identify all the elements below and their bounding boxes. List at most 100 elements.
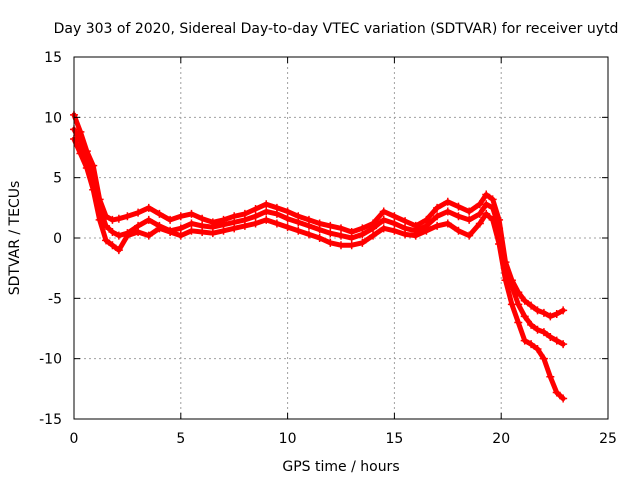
data-point: [102, 236, 111, 245]
x-tick-label: 5: [176, 431, 185, 447]
data-point: [443, 197, 452, 206]
data-point: [262, 207, 271, 216]
data-point: [326, 221, 335, 230]
data-point: [272, 219, 281, 228]
data-point: [539, 354, 548, 363]
data-point: [240, 221, 249, 230]
data-point: [390, 226, 399, 235]
data-point: [187, 219, 196, 228]
x-tick-label: 0: [70, 431, 79, 447]
data-point: [187, 209, 196, 218]
data-point: [488, 203, 497, 212]
data-point: [539, 328, 548, 337]
y-tick-label: 5: [53, 171, 62, 187]
data-point: [144, 203, 153, 212]
data-point: [454, 226, 463, 235]
data-point: [390, 212, 399, 221]
data-point: [134, 227, 143, 236]
data-point: [390, 219, 399, 228]
data-point: [283, 207, 292, 216]
data-point: [358, 238, 367, 247]
x-axis-label: GPS time / hours: [282, 459, 399, 475]
data-point: [262, 200, 271, 209]
data-point: [539, 308, 548, 317]
data-point: [527, 301, 536, 310]
data-point: [533, 306, 542, 315]
data-point: [114, 231, 123, 240]
data-point: [379, 207, 388, 216]
data-point: [443, 219, 452, 228]
axis-ticks: 0 5 10 15 20 25 -15 -10 -5 0 5 10 15: [39, 50, 617, 447]
data-point: [358, 230, 367, 239]
data-point: [559, 306, 568, 315]
data-point: [155, 209, 164, 218]
data-point: [482, 209, 491, 218]
data-point: [272, 209, 281, 218]
y-tick-label: 10: [44, 110, 62, 126]
data-point: [527, 320, 536, 329]
data-point: [219, 226, 228, 235]
data-point: [187, 226, 196, 235]
data-point: [488, 215, 497, 224]
data-point: [230, 224, 239, 233]
data-point: [347, 234, 356, 242]
data-point: [495, 240, 504, 249]
y-tick-label: -5: [48, 291, 62, 307]
data-point: [433, 203, 442, 212]
data-point: [520, 296, 529, 305]
data-point: [108, 215, 117, 224]
data-point: [294, 218, 303, 227]
data-point: [208, 229, 217, 238]
data-point: [337, 241, 345, 250]
data-point: [304, 221, 313, 230]
data-point: [144, 231, 153, 240]
data-point: [326, 238, 335, 247]
data-point: [443, 207, 452, 216]
data-point: [433, 212, 442, 221]
data-point: [114, 214, 123, 223]
data-point: [488, 195, 497, 204]
data-series: [70, 110, 568, 403]
data-point: [315, 225, 324, 234]
data-point: [114, 246, 123, 255]
data-point: [347, 241, 356, 250]
data-point: [251, 205, 260, 214]
data-point: [520, 336, 529, 345]
data-point: [337, 231, 345, 240]
data-point: [134, 208, 143, 217]
data-point: [123, 212, 132, 221]
data-point: [454, 212, 463, 221]
data-point: [176, 231, 185, 240]
data-point: [198, 214, 207, 223]
data-point: [166, 227, 175, 236]
data-point: [176, 212, 185, 221]
data-point: [176, 224, 185, 233]
data-point: [369, 231, 378, 240]
data-point: [475, 219, 484, 228]
data-point: [123, 231, 132, 240]
data-point: [82, 164, 91, 173]
x-tick-label: 10: [279, 431, 297, 447]
data-point: [379, 215, 388, 224]
data-point: [422, 226, 431, 235]
chart-title: Day 303 of 2020, Sidereal Day-to-day VTE…: [54, 21, 619, 37]
data-point: [379, 224, 388, 233]
data-point: [559, 394, 568, 403]
data-point: [251, 212, 260, 221]
data-point: [465, 215, 474, 224]
data-point: [520, 312, 529, 321]
data-point: [507, 300, 516, 309]
data-point: [546, 312, 555, 321]
data-point: [533, 325, 542, 334]
data-point: [401, 217, 410, 226]
data-point: [315, 234, 324, 242]
data-point: [283, 214, 292, 223]
data-point: [251, 219, 260, 228]
data-point: [369, 224, 378, 233]
data-point: [89, 185, 98, 194]
x-tick-label: 15: [385, 431, 403, 447]
y-axis-label: SDTVAR / TECUs: [7, 181, 23, 296]
data-point: [514, 318, 523, 327]
data-point: [559, 340, 568, 349]
